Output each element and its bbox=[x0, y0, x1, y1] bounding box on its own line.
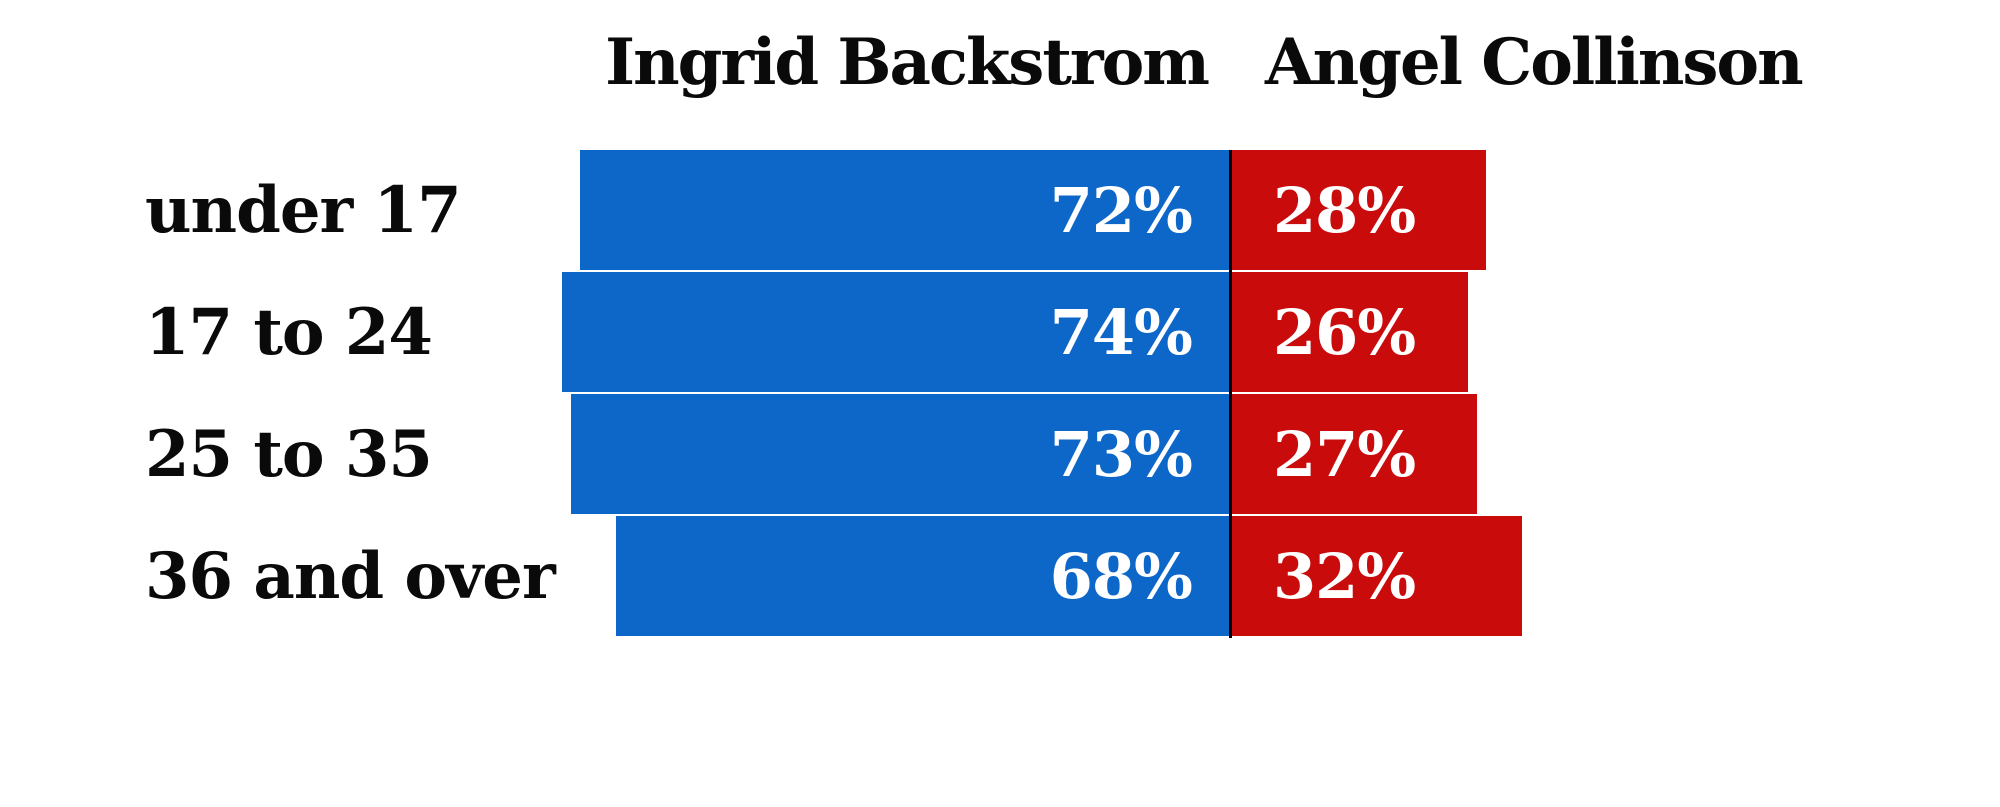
angel-value-label: 28% bbox=[1273, 173, 1416, 247]
angel-value-label: 26% bbox=[1273, 295, 1416, 369]
ingrid-backstrom-bar: 73% bbox=[570, 394, 1232, 514]
column-header-angel-collinson: Angel Collinson bbox=[1265, 25, 1804, 100]
ingrid-value-label: 68% bbox=[1049, 539, 1193, 613]
column-header-ingrid-backstrom: Ingrid Backstrom bbox=[605, 25, 1210, 100]
bar-row-36-and-over: 68% 32% 36 and over bbox=[0, 516, 2000, 636]
category-label: 17 to 24 bbox=[145, 294, 433, 370]
angel-collinson-bar: 28% bbox=[1232, 150, 1486, 270]
category-label: 25 to 35 bbox=[145, 416, 433, 492]
category-label: 36 and over bbox=[145, 538, 556, 614]
angel-collinson-bar: 26% bbox=[1232, 272, 1468, 392]
ingrid-backstrom-bar: 74% bbox=[561, 272, 1232, 392]
ingrid-value-label: 72% bbox=[1049, 173, 1193, 247]
angel-collinson-bar: 27% bbox=[1232, 394, 1477, 514]
angel-collinson-bar: 32% bbox=[1232, 516, 1522, 636]
bar-row-25-to-35: 73% 27% 25 to 35 bbox=[0, 394, 2000, 514]
ingrid-value-label: 74% bbox=[1049, 295, 1193, 369]
ingrid-backstrom-bar: 72% bbox=[579, 150, 1232, 270]
angel-value-label: 32% bbox=[1273, 539, 1416, 613]
ingrid-backstrom-bar: 68% bbox=[615, 516, 1232, 636]
center-divider-line bbox=[1229, 150, 1232, 638]
ingrid-value-label: 73% bbox=[1049, 417, 1193, 491]
angel-value-label: 27% bbox=[1273, 417, 1416, 491]
bar-row-under-17: 72% 28% under 17 bbox=[0, 150, 2000, 270]
bar-row-17-to-24: 74% 26% 17 to 24 bbox=[0, 272, 2000, 392]
category-label: under 17 bbox=[145, 172, 462, 248]
